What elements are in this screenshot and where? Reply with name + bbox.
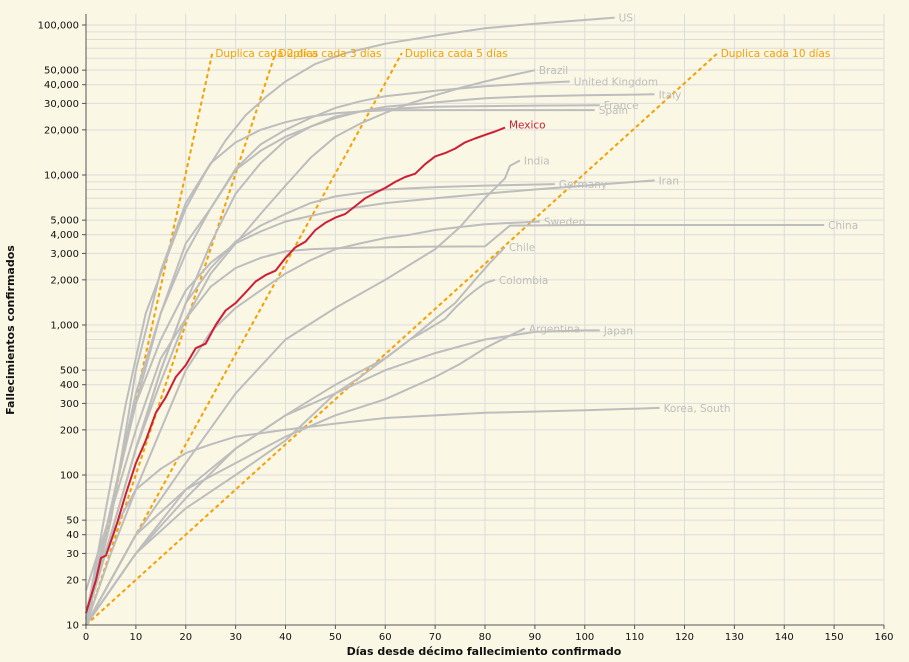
- x-tick-label: 110: [625, 632, 644, 643]
- y-tick-label: 3,000: [50, 249, 79, 260]
- y-tick-label: 40: [66, 530, 79, 541]
- y-tick-label: 400: [60, 380, 79, 391]
- country-label: Sweden: [544, 216, 586, 228]
- x-tick-label: 160: [874, 632, 893, 643]
- x-tick-label: 0: [83, 632, 89, 643]
- country-label: Colombia: [499, 275, 548, 287]
- country-label: India: [524, 155, 550, 167]
- country-line: [85, 329, 600, 626]
- x-tick-label: 40: [279, 632, 292, 643]
- x-tick-label: 90: [529, 632, 542, 643]
- country-label: Italy: [659, 89, 682, 101]
- country-line: [85, 93, 655, 626]
- reference-line: [85, 52, 277, 626]
- y-axis-title: Fallecimientos confirmados: [4, 245, 17, 415]
- country-label: Iran: [659, 175, 680, 187]
- country-line: [85, 327, 526, 626]
- country-line: [85, 406, 660, 620]
- country-label: US: [619, 13, 634, 25]
- y-tick-label: 100: [60, 471, 79, 482]
- x-tick-label: 80: [479, 632, 492, 643]
- x-tick-label: 70: [429, 632, 442, 643]
- reference-line: [85, 52, 719, 626]
- country-line: [85, 16, 615, 619]
- y-tick-label: 50: [66, 516, 79, 527]
- y-tick-label: 20,000: [44, 125, 79, 136]
- y-tick-label: 40,000: [44, 80, 79, 91]
- country-label: Chile: [509, 242, 535, 254]
- x-tick-label: 100: [575, 632, 594, 643]
- country-line: [85, 80, 570, 620]
- reference-line-label: Duplica cada 10 días: [721, 48, 831, 60]
- mexico-label: Mexico: [509, 120, 546, 132]
- country-line: [85, 109, 595, 626]
- country-label: Japan: [603, 325, 633, 337]
- country-line: [85, 278, 496, 626]
- y-tick-label: 30,000: [44, 99, 79, 110]
- x-tick-label: 10: [130, 632, 143, 643]
- y-tick-label: 50,000: [44, 66, 79, 77]
- x-tick-label: 30: [229, 632, 242, 643]
- country-label: Spain: [599, 105, 628, 117]
- reference-lines: [85, 52, 719, 626]
- country-line: [85, 220, 540, 626]
- mexico-line: [85, 126, 506, 614]
- y-tick-label: 200: [60, 425, 79, 436]
- y-tick-label: 20: [66, 575, 79, 586]
- country-series: [85, 16, 825, 626]
- x-axis-title: Días desde décimo fallecimiento confirma…: [347, 645, 622, 658]
- reference-line-label: Duplica cada 3 días: [279, 48, 382, 60]
- country-label: Korea, South: [664, 403, 731, 415]
- x-tick-label: 50: [329, 632, 342, 643]
- country-line: [85, 246, 506, 626]
- y-tick-label: 300: [60, 399, 79, 410]
- country-label: United Kingdom: [574, 77, 658, 89]
- axes: 0 10 20 30 40 50 60 70 80 90 100 110 120 130 140 150 160…: [38, 14, 894, 643]
- x-tick-label: 130: [725, 632, 744, 643]
- x-tick-label: 140: [775, 632, 794, 643]
- y-tick-label: 10: [66, 621, 79, 632]
- country-line: [85, 183, 555, 614]
- x-tick-label: 120: [675, 632, 694, 643]
- country-label: China: [828, 220, 858, 232]
- highlight-series: [85, 126, 506, 614]
- y-tick-label: 30: [66, 549, 79, 560]
- reference-line-label: Duplica cada 5 días: [405, 48, 508, 60]
- x-tick-label: 150: [825, 632, 844, 643]
- country-line: [85, 159, 521, 626]
- x-tick-label: 20: [179, 632, 192, 643]
- reference-line-label: Duplica cada 2 días: [215, 48, 318, 60]
- y-tick-label: 10,000: [44, 171, 79, 182]
- country-label: Argentina: [529, 323, 580, 335]
- y-tick-label: 5,000: [50, 216, 79, 227]
- country-label: Brazil: [539, 65, 568, 77]
- y-tick-label: 500: [60, 366, 79, 377]
- y-tick-label: 1,000: [50, 321, 79, 332]
- country-line: [85, 179, 655, 614]
- country-line: [85, 224, 825, 591]
- x-tick-label: 60: [379, 632, 392, 643]
- country-label: Germany: [559, 179, 607, 191]
- y-tick-label: 100,000: [38, 21, 79, 32]
- y-tick-label: 2,000: [50, 275, 79, 286]
- y-tick-label: 4,000: [50, 230, 79, 241]
- country-label: France: [604, 100, 639, 112]
